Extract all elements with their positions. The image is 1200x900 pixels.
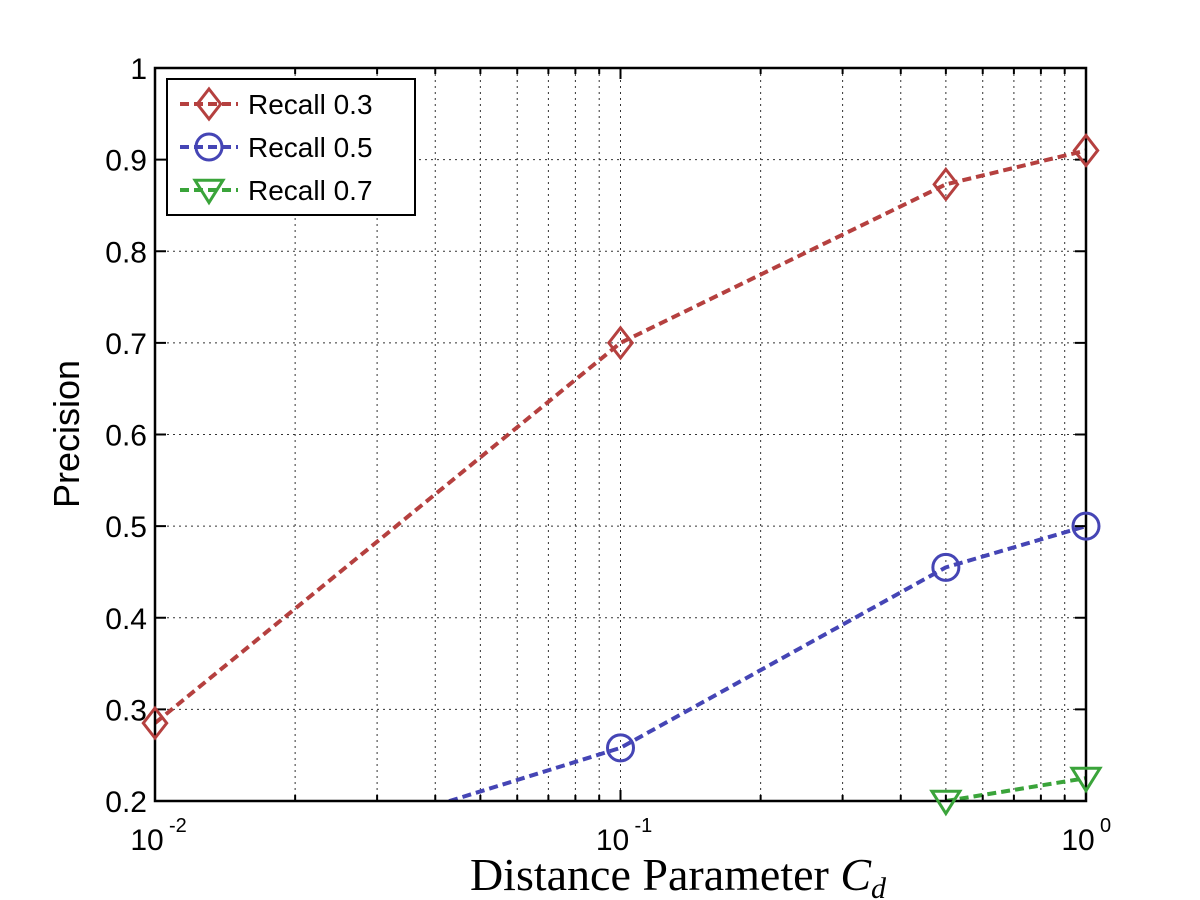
series-2-point <box>1071 511 1101 541</box>
y-tick-label: 0.4 <box>105 603 147 636</box>
y-tick-label: 0.3 <box>105 694 147 727</box>
legend-marker-1 <box>195 86 223 122</box>
tick-marks <box>154 67 1087 802</box>
legend-marker-3 <box>192 178 226 206</box>
series-2-point <box>931 552 961 582</box>
series-1-point <box>1072 133 1100 168</box>
series-3-point <box>1069 766 1103 794</box>
x-tick-label-exponent: -2 <box>169 815 187 837</box>
x-axis-label-text: Distance Parameter <box>470 849 840 900</box>
y-tick-label: 1 <box>130 53 147 86</box>
series-1-point <box>932 166 960 202</box>
legend-marker-2 <box>194 132 224 162</box>
x-tick-label: 10 <box>1061 824 1094 857</box>
y-tick-label: 0.8 <box>105 236 147 269</box>
marker-layer <box>141 133 1103 817</box>
series-3-point <box>929 789 963 817</box>
series-1-point <box>606 325 635 361</box>
legend: Recall 0.3 Recall 0.5 Recall 0.7 <box>166 78 416 216</box>
legend-label-3: Recall 0.7 <box>248 175 373 206</box>
series-layer <box>155 148 1086 801</box>
y-tick-label: 0.2 <box>105 786 147 819</box>
y-tick-labels: 0.2 0.3 0.4 0.5 0.6 0.7 0.8 0.9 1 <box>105 53 147 819</box>
series-line-3 <box>945 776 1086 801</box>
series-line-1 <box>155 148 1086 725</box>
x-axis-label-subscript: d <box>871 872 887 900</box>
legend-label-1: Recall 0.3 <box>248 89 373 120</box>
x-tick-labels: 10 -2 10 -1 10 0 <box>130 815 1111 857</box>
series-1-point <box>141 705 169 741</box>
x-axis-label-symbol: C <box>840 849 872 900</box>
y-tick-label: 0.5 <box>105 511 147 544</box>
y-tick-label: 0.9 <box>105 145 147 178</box>
grid <box>155 68 1086 801</box>
y-tick-label: 0.6 <box>105 420 147 453</box>
y-axis-label: Precision <box>46 360 87 508</box>
x-tick-label-exponent: -1 <box>635 815 653 837</box>
y-tick-label: 0.7 <box>105 328 147 361</box>
series-line-2 <box>442 524 1086 801</box>
x-tick-label-exponent: 0 <box>1100 815 1111 837</box>
series-2-point <box>606 733 635 763</box>
x-tick-label: 10 <box>596 824 629 857</box>
x-tick-label: 10 <box>130 824 163 857</box>
legend-label-2: Recall 0.5 <box>248 132 373 163</box>
x-axis-label: Distance Parameter Cd <box>470 849 887 900</box>
legend-entries: Recall 0.3 Recall 0.5 Recall 0.7 <box>180 86 373 206</box>
